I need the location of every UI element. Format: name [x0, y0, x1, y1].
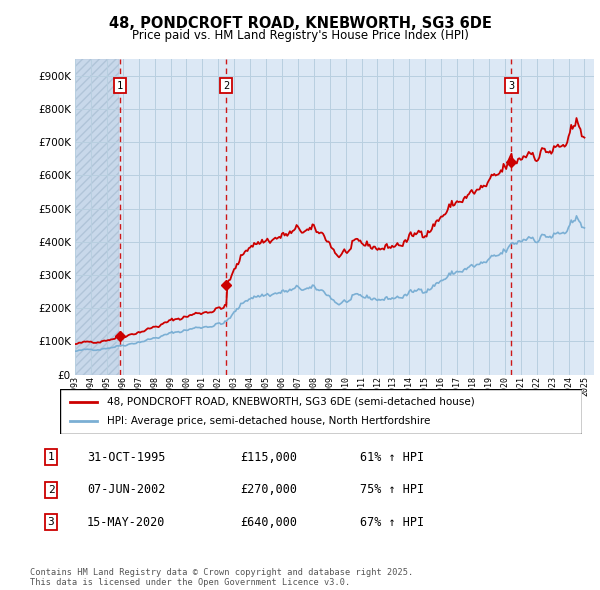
Text: £270,000: £270,000	[240, 483, 297, 496]
Text: 61% ↑ HPI: 61% ↑ HPI	[360, 451, 424, 464]
Text: 67% ↑ HPI: 67% ↑ HPI	[360, 516, 424, 529]
Text: £640,000: £640,000	[240, 516, 297, 529]
Text: 07-JUN-2002: 07-JUN-2002	[87, 483, 166, 496]
Text: 2: 2	[223, 81, 229, 91]
Bar	[75, 59, 119, 375]
Text: 48, PONDCROFT ROAD, KNEBWORTH, SG3 6DE (semi-detached house): 48, PONDCROFT ROAD, KNEBWORTH, SG3 6DE (…	[107, 397, 475, 407]
Bar	[75, 59, 119, 375]
Text: 2: 2	[47, 485, 55, 494]
Text: HPI: Average price, semi-detached house, North Hertfordshire: HPI: Average price, semi-detached house,…	[107, 417, 430, 426]
Text: 75% ↑ HPI: 75% ↑ HPI	[360, 483, 424, 496]
Text: 1: 1	[47, 453, 55, 462]
Text: 3: 3	[47, 517, 55, 527]
Text: 31-OCT-1995: 31-OCT-1995	[87, 451, 166, 464]
Text: £115,000: £115,000	[240, 451, 297, 464]
Text: 15-MAY-2020: 15-MAY-2020	[87, 516, 166, 529]
Text: 1: 1	[117, 81, 123, 91]
Text: 48, PONDCROFT ROAD, KNEBWORTH, SG3 6DE: 48, PONDCROFT ROAD, KNEBWORTH, SG3 6DE	[109, 16, 491, 31]
Text: Contains HM Land Registry data © Crown copyright and database right 2025.
This d: Contains HM Land Registry data © Crown c…	[30, 568, 413, 587]
Text: 3: 3	[508, 81, 515, 91]
Text: Price paid vs. HM Land Registry's House Price Index (HPI): Price paid vs. HM Land Registry's House …	[131, 29, 469, 42]
